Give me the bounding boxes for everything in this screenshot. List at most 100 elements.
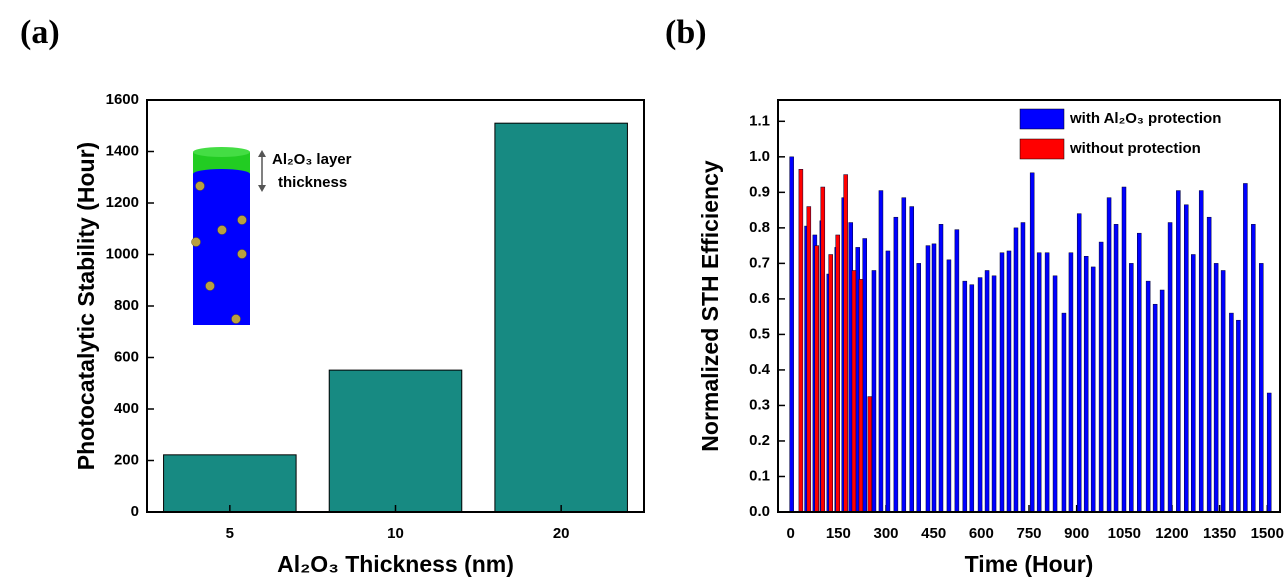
y-tick-label: 0.4 [749,361,771,378]
bar [1090,266,1096,513]
x-tick-label: 20 [553,525,570,542]
bar [1044,252,1050,513]
bar [1236,319,1241,513]
bar [1076,213,1082,513]
y-tick-label: 1.0 [749,148,770,165]
legend-swatch [1019,138,1065,160]
bar [925,245,931,513]
y-tick-label: 0.3 [749,396,770,413]
bar [1159,289,1165,513]
bar [1259,263,1264,513]
inset-label: thickness [278,174,347,191]
panel-label: (b) [665,14,707,51]
bar [871,270,877,513]
y-tick-label: 200 [114,451,139,468]
y-tick-label: 0 [131,503,139,520]
legend-label: with Al₂O₃ protection [1069,110,1221,127]
bar [1052,275,1058,513]
x-tick-label: 10 [387,525,404,542]
legend-label: without protection [1069,140,1201,157]
bar [862,238,867,513]
x-tick-label: 750 [1016,525,1041,542]
bar [1266,392,1272,513]
bar [962,280,968,513]
y-tick-label: 0.5 [749,325,770,342]
bar [991,275,997,513]
y-tick-label: 1600 [106,91,139,108]
x-axis-label: Time (Hour) [965,551,1094,577]
bar [901,197,907,513]
bar [1167,222,1173,513]
x-tick-label: 300 [874,525,899,542]
x-tick-label: 450 [921,525,946,542]
y-axis-label: Normalized STH Efficiency [697,160,723,452]
bar [1083,256,1089,513]
bar [1213,263,1219,513]
bar [1198,190,1204,513]
bar [938,224,944,513]
bar [835,234,840,513]
x-tick-label: 150 [826,525,851,542]
bar [909,206,915,513]
bar [1229,312,1234,513]
bar [1013,227,1019,513]
bar [1220,270,1226,513]
bar [1191,254,1196,513]
x-tick-label: 0 [787,525,795,542]
x-tick-label: 1350 [1203,525,1236,542]
bar [1251,224,1256,513]
bar [798,169,804,513]
x-tick-label: 1500 [1251,525,1284,542]
bar [1113,224,1119,513]
bar [1098,241,1104,513]
bar [1129,263,1134,513]
bar [969,284,975,513]
y-tick-label: 0.9 [749,183,770,200]
bar [858,279,864,513]
bar [916,263,922,513]
y-tick-label: 0.0 [749,503,770,520]
x-tick-label: 5 [226,525,234,542]
y-tick-label: 0.1 [749,467,770,484]
bar [1006,250,1012,513]
bar [1184,204,1189,513]
bar [1068,252,1074,513]
x-axis-label: Al₂O₃ Thickness (nm) [277,551,514,577]
bar [1206,216,1212,513]
plot-frame [777,99,1281,513]
bar [977,277,983,513]
bar [1029,172,1035,513]
bar [814,245,820,513]
bar [828,254,833,513]
panel-label: (a) [20,14,60,51]
bar [1036,252,1042,513]
bar [1136,232,1142,513]
y-tick-label: 1.1 [749,112,770,129]
y-tick-label: 400 [114,400,139,417]
x-tick-label: 600 [969,525,994,542]
x-tick-label: 1200 [1155,525,1188,542]
y-tick-label: 800 [114,297,139,314]
bar [843,174,848,513]
oxide-top [193,147,250,157]
bar [806,206,812,513]
bar [1243,183,1248,513]
y-tick-label: 0.2 [749,432,770,449]
inset-label: Al₂O₃ layer [272,151,352,168]
x-tick-label: 900 [1064,525,1089,542]
bar [878,190,884,513]
bar [984,270,990,513]
bar [1176,190,1181,513]
bar [328,369,463,513]
bar [163,454,297,513]
bar [999,252,1005,513]
bar [885,250,891,513]
inset-illustration [191,147,266,325]
y-tick-label: 1000 [106,245,139,262]
bar [851,270,857,513]
bar [820,186,826,513]
legend-swatch [1019,108,1065,130]
bar [946,259,952,513]
y-tick-label: 600 [114,348,139,365]
